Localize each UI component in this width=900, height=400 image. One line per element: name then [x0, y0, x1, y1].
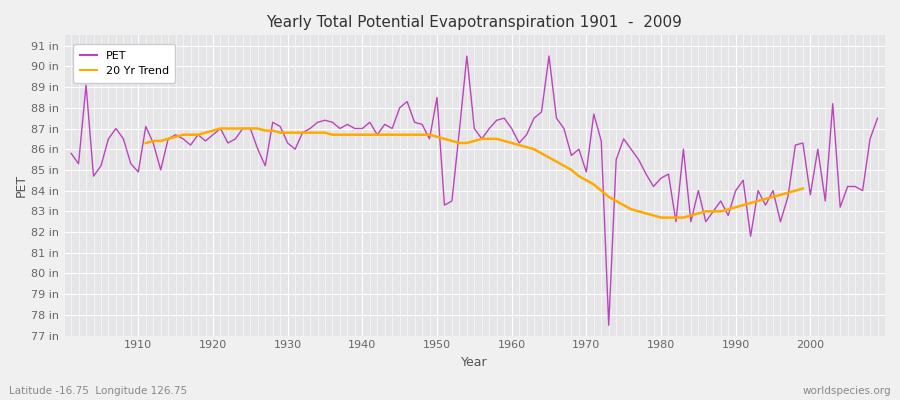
Y-axis label: PET: PET [15, 174, 28, 197]
X-axis label: Year: Year [461, 356, 488, 369]
Text: worldspecies.org: worldspecies.org [803, 386, 891, 396]
Title: Yearly Total Potential Evapotranspiration 1901  -  2009: Yearly Total Potential Evapotranspiratio… [266, 15, 682, 30]
Legend: PET, 20 Yr Trend: PET, 20 Yr Trend [73, 44, 176, 83]
Text: Latitude -16.75  Longitude 126.75: Latitude -16.75 Longitude 126.75 [9, 386, 187, 396]
